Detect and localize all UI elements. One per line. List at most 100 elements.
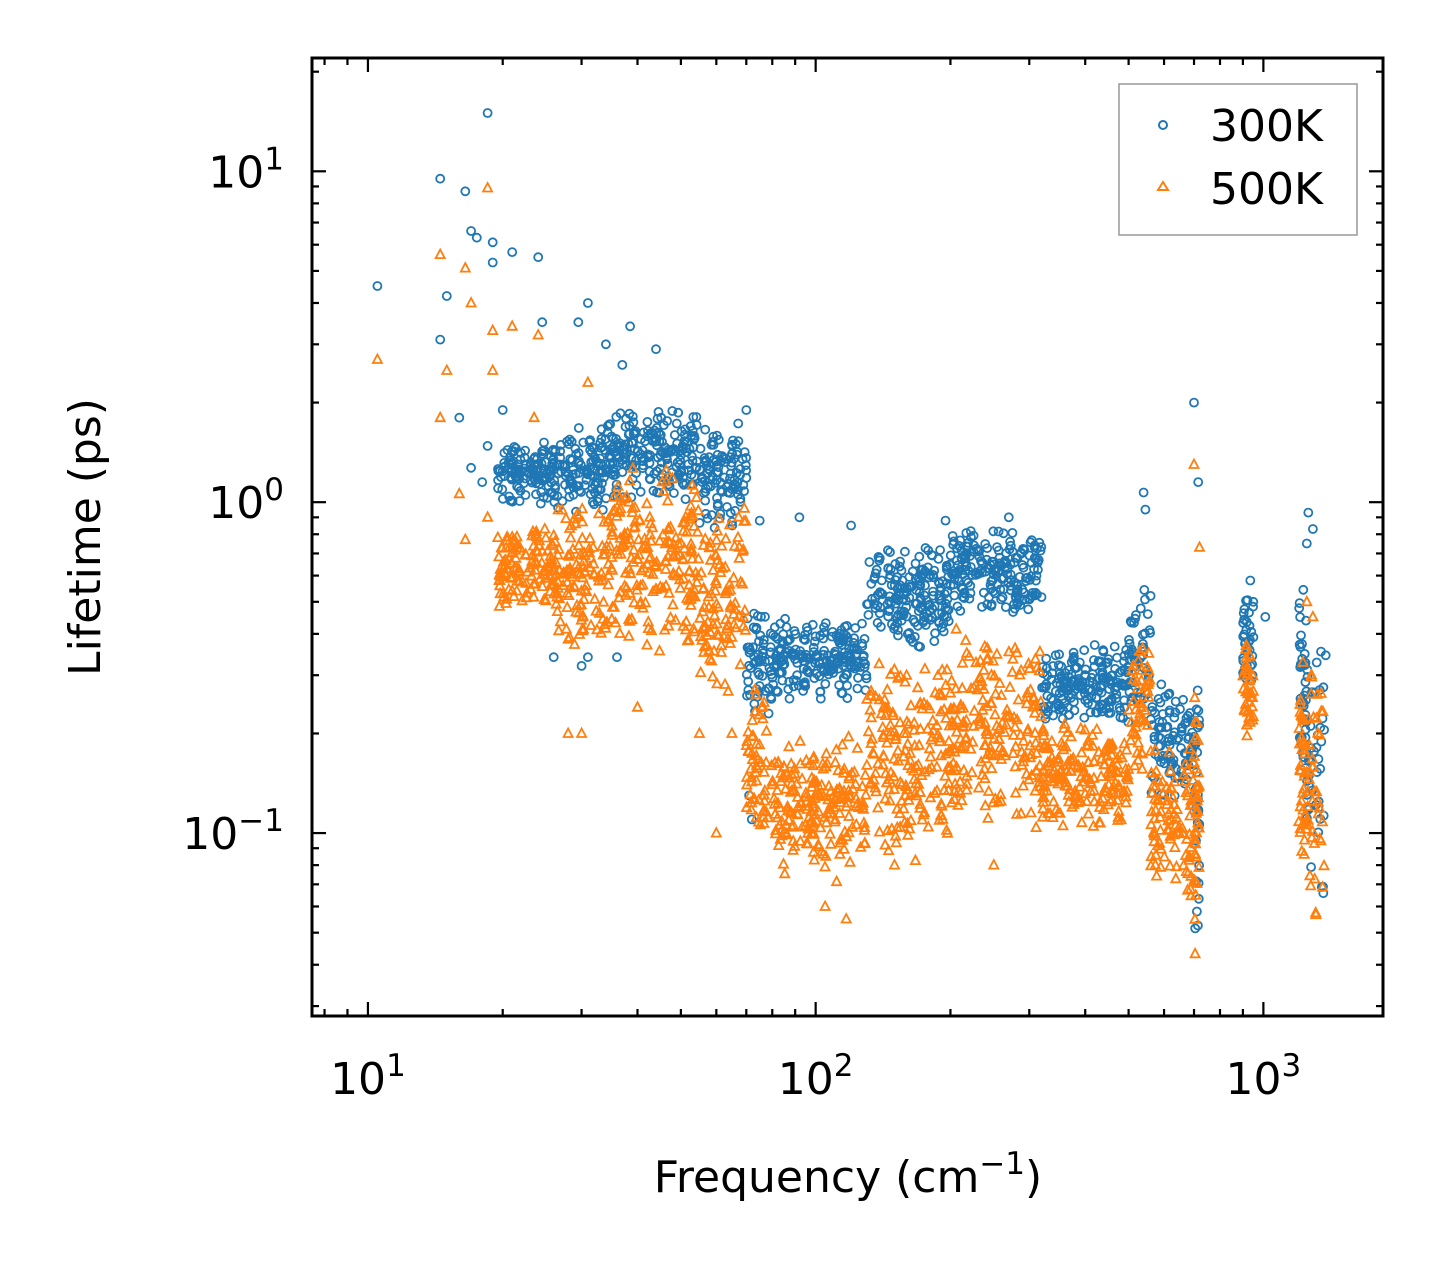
data-point [587,557,600,569]
data-point [766,777,779,790]
data-point [568,512,580,524]
data-point [530,524,543,537]
data-point [945,702,958,715]
data-point [948,763,961,775]
data-point [608,463,619,474]
data-point [828,800,841,812]
data-point [628,521,640,533]
data-point [782,739,795,752]
data-point [1139,703,1152,715]
data-point [1067,751,1080,763]
data-point [763,708,774,719]
data-point [539,564,552,576]
data-point [644,516,657,529]
data-point [884,765,897,778]
data-point [1124,635,1134,645]
data-point [879,792,892,804]
data-point [613,626,626,638]
data-point [565,478,576,489]
data-point [1099,781,1112,793]
data-point [973,568,984,579]
data-point [1145,766,1158,778]
data-point [954,741,967,754]
data-point [543,569,556,581]
data-point [842,680,852,691]
data-point [715,645,728,657]
data-point [1027,588,1038,598]
data-point [492,549,505,562]
data-point [1306,824,1319,836]
data-point [565,518,578,531]
data-point [972,545,983,556]
data-point [690,575,703,587]
data-point [915,580,926,591]
data-point [745,746,758,758]
data-point [925,733,938,745]
data-point [1004,544,1015,555]
data-point [1149,848,1162,860]
data-point [942,776,955,788]
data-point [481,510,494,522]
data-point [702,461,712,471]
data-point [641,638,653,650]
data-point [900,546,910,557]
data-point [1110,663,1120,674]
data-point [985,560,996,571]
data-point [949,568,960,579]
data-point [573,317,584,328]
data-point [840,829,853,842]
data-point [697,645,710,657]
data-point [606,528,619,540]
data-point [532,328,545,340]
data-point [1133,644,1146,656]
data-point [1027,690,1040,702]
data-point [630,578,643,591]
data-point [560,622,573,634]
data-point [1120,743,1133,755]
data-point [758,794,771,806]
data-point [950,725,963,737]
data-point [696,633,708,645]
data-point [578,437,589,448]
data-point [883,545,893,556]
data-point [757,645,768,655]
data-point [760,686,770,696]
data-point [1190,923,1201,934]
data-point [936,663,949,675]
data-point [1026,571,1036,582]
data-point [749,658,759,669]
data-point [698,600,711,612]
data-point [1139,585,1150,595]
data-point [531,489,541,500]
data-point [551,604,564,616]
data-point [712,460,722,470]
data-point [1030,746,1043,758]
data-point [756,711,769,724]
data-point [465,296,478,308]
data-point [1149,734,1160,745]
data-point [916,813,929,825]
data-point [1303,507,1314,518]
data-point [1053,770,1066,782]
data-point [1036,542,1047,552]
data-point [592,574,605,586]
data-point [791,675,802,686]
data-point [834,836,847,848]
data-point [865,684,878,696]
data-point [539,571,552,583]
data-point [956,716,969,728]
data-point [1037,790,1050,803]
data-point [781,800,794,812]
data-point [760,755,773,767]
data-point [876,720,889,732]
data-point [704,625,717,637]
data-point [954,541,964,551]
data-point [587,497,598,507]
data-point [667,548,680,560]
data-point [612,479,624,491]
data-point [645,623,658,636]
data-point [525,569,538,581]
data-point [1156,757,1166,767]
data-point [600,615,613,627]
data-point [749,704,762,717]
